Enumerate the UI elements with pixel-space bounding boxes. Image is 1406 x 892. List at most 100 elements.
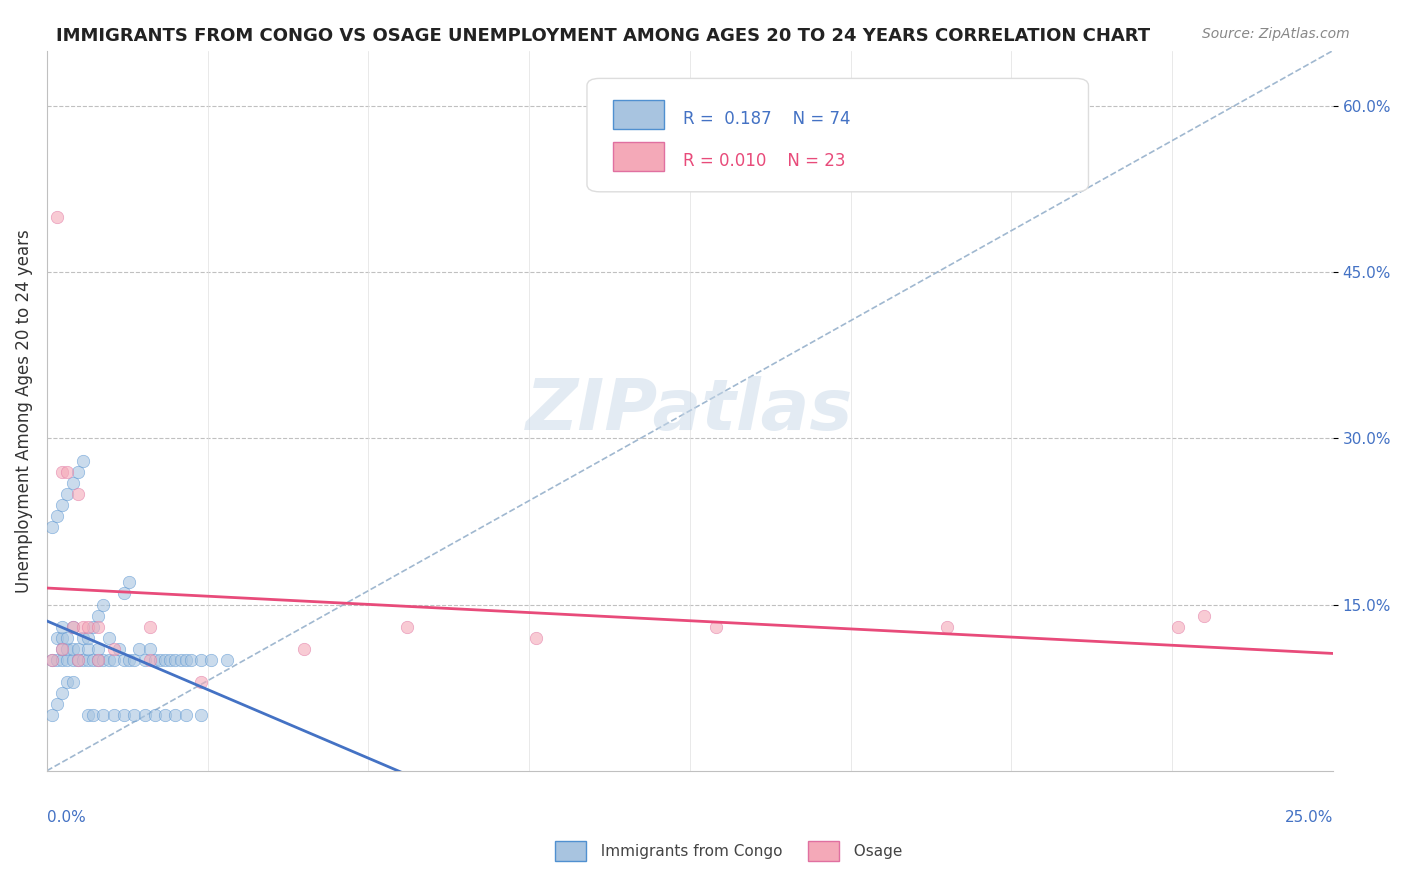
- FancyBboxPatch shape: [586, 78, 1088, 192]
- Point: [704, 620, 727, 634]
- Point: [41, 708, 63, 723]
- FancyBboxPatch shape: [613, 101, 664, 129]
- Y-axis label: Unemployment Among Ages 20 to 24 years: Unemployment Among Ages 20 to 24 years: [15, 229, 32, 592]
- Point: [153, 708, 176, 723]
- Point: [46, 508, 69, 523]
- Text: Immigrants from Congo: Immigrants from Congo: [591, 845, 782, 859]
- Text: ZIPatlas: ZIPatlas: [526, 376, 853, 445]
- Point: [134, 653, 156, 667]
- Point: [112, 708, 135, 723]
- Point: [169, 653, 191, 667]
- Point: [56, 675, 79, 690]
- Point: [72, 653, 94, 667]
- Point: [103, 653, 125, 667]
- Point: [524, 631, 547, 645]
- Text: R = 0.010    N = 23: R = 0.010 N = 23: [683, 152, 846, 169]
- Point: [165, 708, 187, 723]
- Point: [77, 708, 100, 723]
- Point: [124, 653, 146, 667]
- Point: [77, 631, 100, 645]
- Point: [134, 708, 156, 723]
- Point: [66, 487, 89, 501]
- Point: [128, 641, 150, 656]
- Point: [82, 653, 104, 667]
- Point: [51, 620, 73, 634]
- Point: [149, 653, 172, 667]
- Point: [51, 498, 73, 512]
- Bar: [808, 841, 839, 861]
- Point: [118, 653, 141, 667]
- Text: 25.0%: 25.0%: [1285, 810, 1333, 825]
- Point: [112, 586, 135, 600]
- Point: [93, 653, 115, 667]
- Point: [56, 631, 79, 645]
- Point: [66, 653, 89, 667]
- Point: [93, 598, 115, 612]
- Point: [51, 641, 73, 656]
- Point: [72, 631, 94, 645]
- Point: [82, 708, 104, 723]
- Point: [936, 620, 959, 634]
- Point: [51, 641, 73, 656]
- Text: R =  0.187    N = 74: R = 0.187 N = 74: [683, 111, 851, 128]
- Point: [62, 675, 84, 690]
- Point: [62, 620, 84, 634]
- Point: [153, 653, 176, 667]
- Point: [118, 575, 141, 590]
- Point: [190, 653, 212, 667]
- Point: [87, 641, 110, 656]
- Point: [51, 686, 73, 700]
- Point: [180, 653, 202, 667]
- Point: [56, 487, 79, 501]
- Point: [87, 653, 110, 667]
- Point: [66, 465, 89, 479]
- Point: [87, 620, 110, 634]
- Point: [77, 620, 100, 634]
- Point: [174, 708, 197, 723]
- Point: [93, 708, 115, 723]
- Point: [46, 631, 69, 645]
- Point: [97, 653, 120, 667]
- Point: [41, 520, 63, 534]
- Point: [77, 653, 100, 667]
- Point: [174, 653, 197, 667]
- Point: [139, 620, 162, 634]
- Bar: [555, 841, 586, 861]
- Point: [77, 641, 100, 656]
- Point: [103, 708, 125, 723]
- Point: [51, 631, 73, 645]
- Point: [62, 653, 84, 667]
- Point: [46, 210, 69, 224]
- Point: [66, 653, 89, 667]
- Point: [51, 653, 73, 667]
- Point: [190, 675, 212, 690]
- Point: [66, 641, 89, 656]
- Point: [46, 698, 69, 712]
- Point: [72, 453, 94, 467]
- Point: [395, 620, 418, 634]
- Point: [46, 653, 69, 667]
- Text: Osage: Osage: [844, 845, 903, 859]
- Text: 0.0%: 0.0%: [46, 810, 86, 825]
- Text: Source: ZipAtlas.com: Source: ZipAtlas.com: [1202, 27, 1350, 41]
- Point: [56, 653, 79, 667]
- Point: [215, 653, 238, 667]
- Point: [103, 641, 125, 656]
- Point: [165, 653, 187, 667]
- Point: [143, 653, 166, 667]
- Point: [51, 465, 73, 479]
- FancyBboxPatch shape: [613, 142, 664, 170]
- Point: [56, 641, 79, 656]
- Point: [139, 653, 162, 667]
- Point: [112, 653, 135, 667]
- Point: [56, 465, 79, 479]
- Point: [72, 620, 94, 634]
- Point: [1192, 608, 1215, 623]
- Point: [62, 641, 84, 656]
- Point: [62, 620, 84, 634]
- Point: [292, 641, 315, 656]
- Point: [124, 708, 146, 723]
- Point: [159, 653, 181, 667]
- Point: [190, 708, 212, 723]
- Point: [139, 641, 162, 656]
